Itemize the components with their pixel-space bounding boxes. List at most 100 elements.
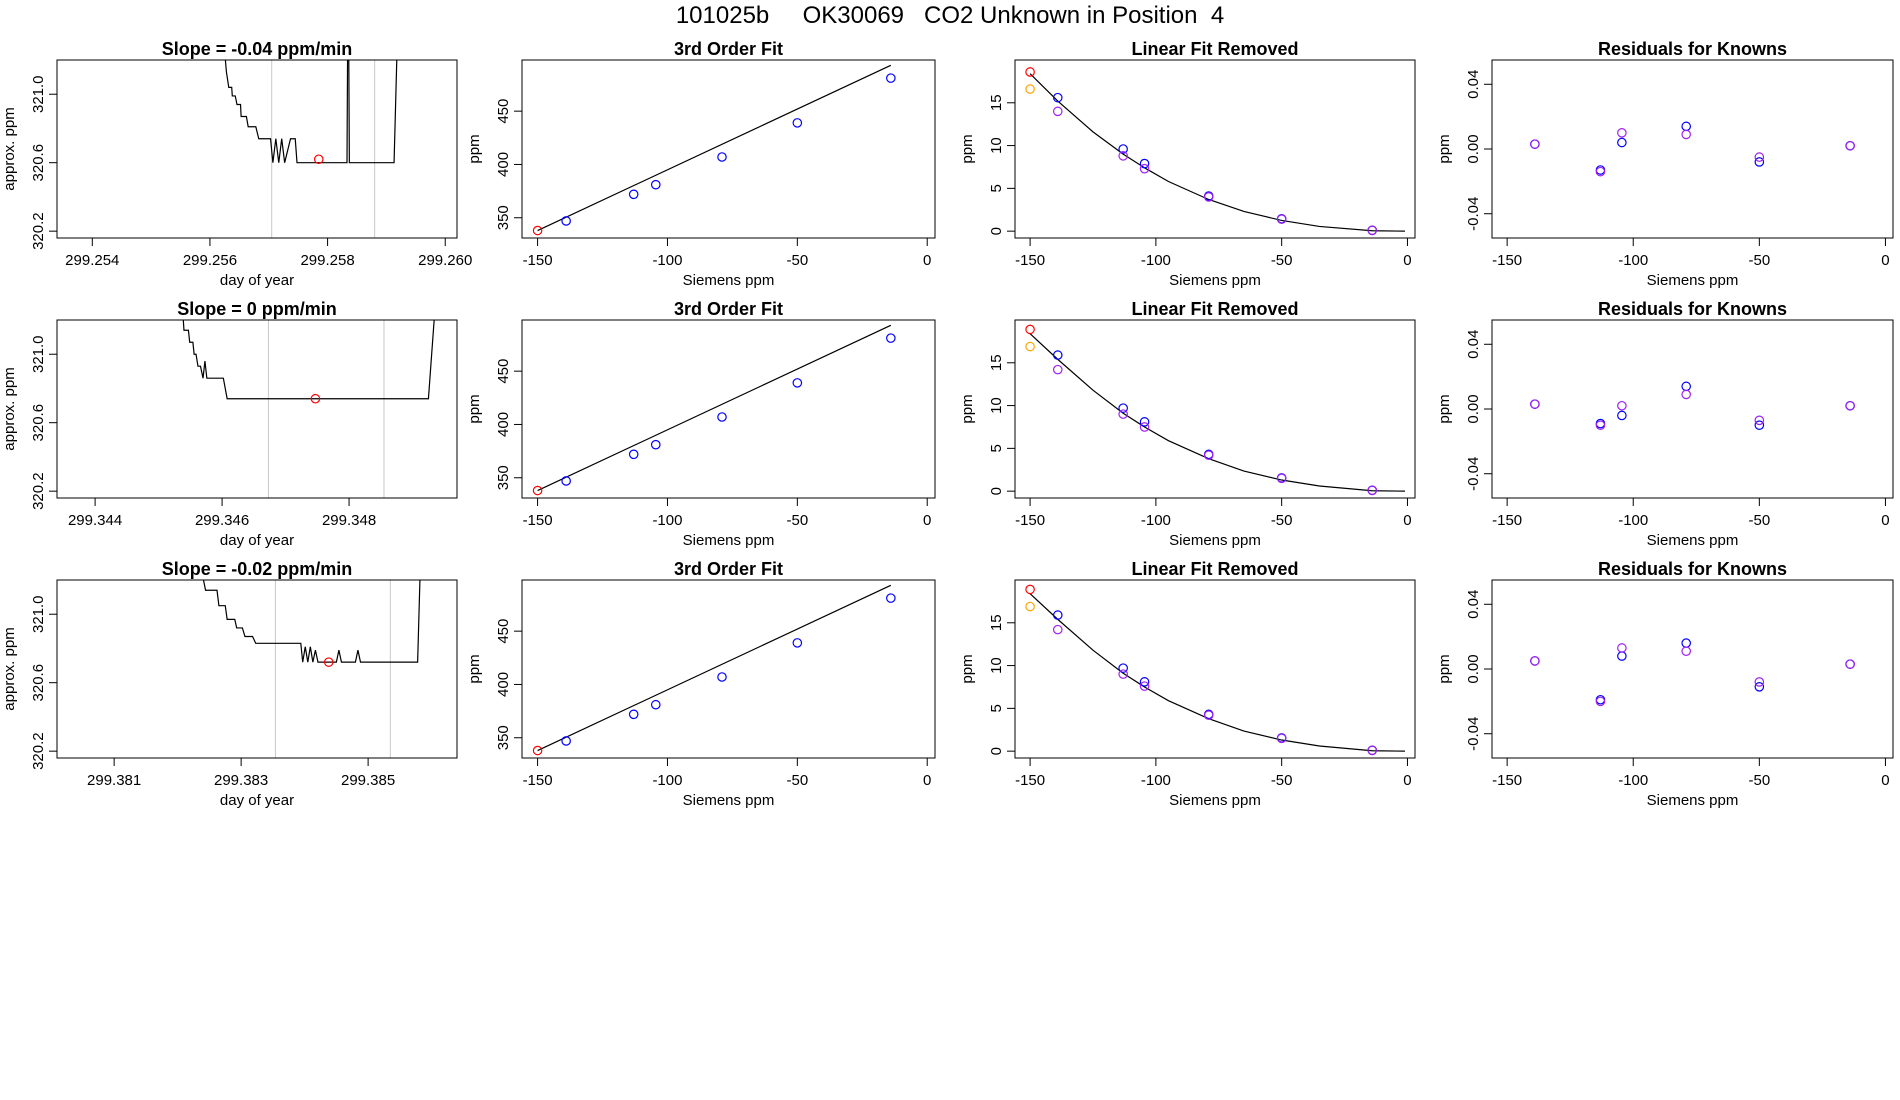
panel-1: Slope = -0.04 ppm/min 299.254 299.256 299.2…	[1, 39, 472, 289]
x-tick-label: -50	[786, 252, 808, 269]
data-point	[1139, 158, 1150, 169]
panel-12: Residuals for Knowns -150 -100 -50 0 Siemens …	[1436, 559, 1894, 809]
x-axis-label: Siemens ppm	[1647, 272, 1739, 289]
plot-frame	[1014, 579, 1416, 759]
panel-title: Slope = -0.02 ppm/min	[162, 559, 353, 579]
plot-area	[1530, 638, 1855, 707]
data-point	[792, 378, 803, 388]
x-tick-label: 299.348	[322, 512, 376, 529]
data-point	[628, 449, 639, 460]
x-tick-label: 0	[1881, 512, 1889, 529]
y-axis-label: ppm	[466, 134, 483, 163]
x-axis-label: Siemens ppm	[1169, 792, 1261, 809]
data-point	[1754, 157, 1765, 167]
x-tick-label: -100	[1141, 252, 1171, 269]
data-point	[650, 699, 661, 710]
x-axis-label: day of year	[220, 272, 294, 289]
data-point	[886, 73, 896, 83]
y-axis-label: approx. ppm	[1, 627, 18, 710]
series-line	[224, 60, 398, 164]
y-tick-label: 320.2	[30, 732, 47, 770]
panel-title: 3rd Order Fit	[674, 39, 783, 59]
x-tick-label: -50	[1271, 772, 1293, 789]
data-point	[1052, 106, 1063, 117]
x-tick-label: -150	[523, 512, 553, 529]
plot-area	[1025, 584, 1405, 756]
y-tick-label: 15	[988, 94, 1005, 111]
data-point	[717, 152, 727, 162]
panel-title: Linear Fit Removed	[1131, 299, 1298, 319]
data-point	[1118, 669, 1128, 679]
y-tick-label: 320.2	[30, 212, 47, 250]
plot-frame	[56, 579, 458, 759]
y-tick-label: 0.04	[1465, 70, 1482, 99]
data-point	[886, 333, 896, 343]
y-tick-label: 10	[988, 657, 1005, 674]
y-axis-label: ppm	[1436, 394, 1453, 423]
y-tick-label: 450	[495, 99, 512, 124]
x-tick-label: 299.258	[300, 252, 354, 269]
data-point	[792, 118, 803, 128]
data-point	[1052, 350, 1063, 360]
data-point	[1139, 417, 1150, 427]
y-tick-label: 10	[988, 397, 1005, 414]
y-tick-label: 400	[495, 672, 512, 697]
x-tick-label: 299.344	[68, 512, 122, 529]
data-point	[1617, 128, 1627, 138]
data-point	[1139, 681, 1150, 691]
plot-area	[202, 580, 421, 667]
y-tick-label: 5	[988, 444, 1005, 452]
panel-11: Linear Fit Removed -150 -100 -50 0 Siemens pp…	[959, 559, 1416, 809]
x-tick-label: -150	[1492, 512, 1522, 529]
y-tick-label: 320.2	[30, 472, 47, 510]
y-axis-label: ppm	[959, 134, 976, 163]
data-point	[1203, 710, 1214, 721]
data-point	[1367, 225, 1378, 236]
data-point	[1754, 420, 1765, 430]
fit-curve	[537, 324, 892, 492]
x-axis-label: Siemens ppm	[1169, 532, 1261, 549]
data-point	[628, 709, 639, 720]
data-point	[1681, 381, 1691, 392]
panel-3: Linear Fit Removed -150 -100 -50 0 Siemens pp…	[959, 39, 1416, 289]
x-tick-label: 0	[923, 512, 931, 529]
data-point	[1139, 163, 1150, 174]
data-point	[561, 736, 571, 746]
x-tick-label: -150	[1492, 772, 1522, 789]
panel-5: Slope = 0 ppm/min 299.344 299.346 299.348 da…	[1, 299, 458, 549]
series-line	[202, 580, 421, 663]
data-point	[561, 476, 571, 486]
y-axis-label: ppm	[959, 654, 976, 683]
fit-curve	[1029, 593, 1405, 752]
y-tick-label: 15	[988, 614, 1005, 631]
x-axis-label: day of year	[220, 532, 294, 549]
data-point	[1754, 681, 1765, 692]
data-point	[1595, 696, 1606, 707]
plot-frame	[1491, 319, 1894, 499]
y-axis-label: ppm	[1436, 134, 1453, 163]
panel-2: 3rd Order Fit -150 -100 -50 0 Siemens ppm 350 4…	[466, 39, 936, 289]
panel-title: Residuals for Knowns	[1598, 39, 1787, 59]
data-point	[1681, 638, 1691, 648]
plot-area	[1530, 381, 1855, 430]
y-tick-label: 5	[988, 184, 1005, 192]
data-point	[1118, 663, 1128, 673]
y-tick-label: 5	[988, 704, 1005, 712]
x-tick-label: 0	[923, 252, 931, 269]
data-point	[1617, 643, 1627, 653]
y-axis-label: ppm	[466, 394, 483, 423]
x-tick-label: -100	[652, 772, 682, 789]
plot-frame	[521, 319, 936, 499]
y-tick-label: 350	[495, 465, 512, 490]
data-point	[1530, 399, 1540, 409]
x-axis-label: Siemens ppm	[683, 532, 775, 549]
panel-title: Slope = 0 ppm/min	[177, 299, 337, 319]
plot-area	[224, 60, 398, 165]
x-tick-label: 299.383	[214, 772, 268, 789]
panel-title: Residuals for Knowns	[1598, 299, 1787, 319]
x-tick-label: 0	[923, 772, 931, 789]
data-point	[628, 189, 639, 200]
x-tick-label: 0	[1403, 252, 1411, 269]
plot-area	[532, 324, 896, 496]
data-point	[1052, 624, 1063, 635]
